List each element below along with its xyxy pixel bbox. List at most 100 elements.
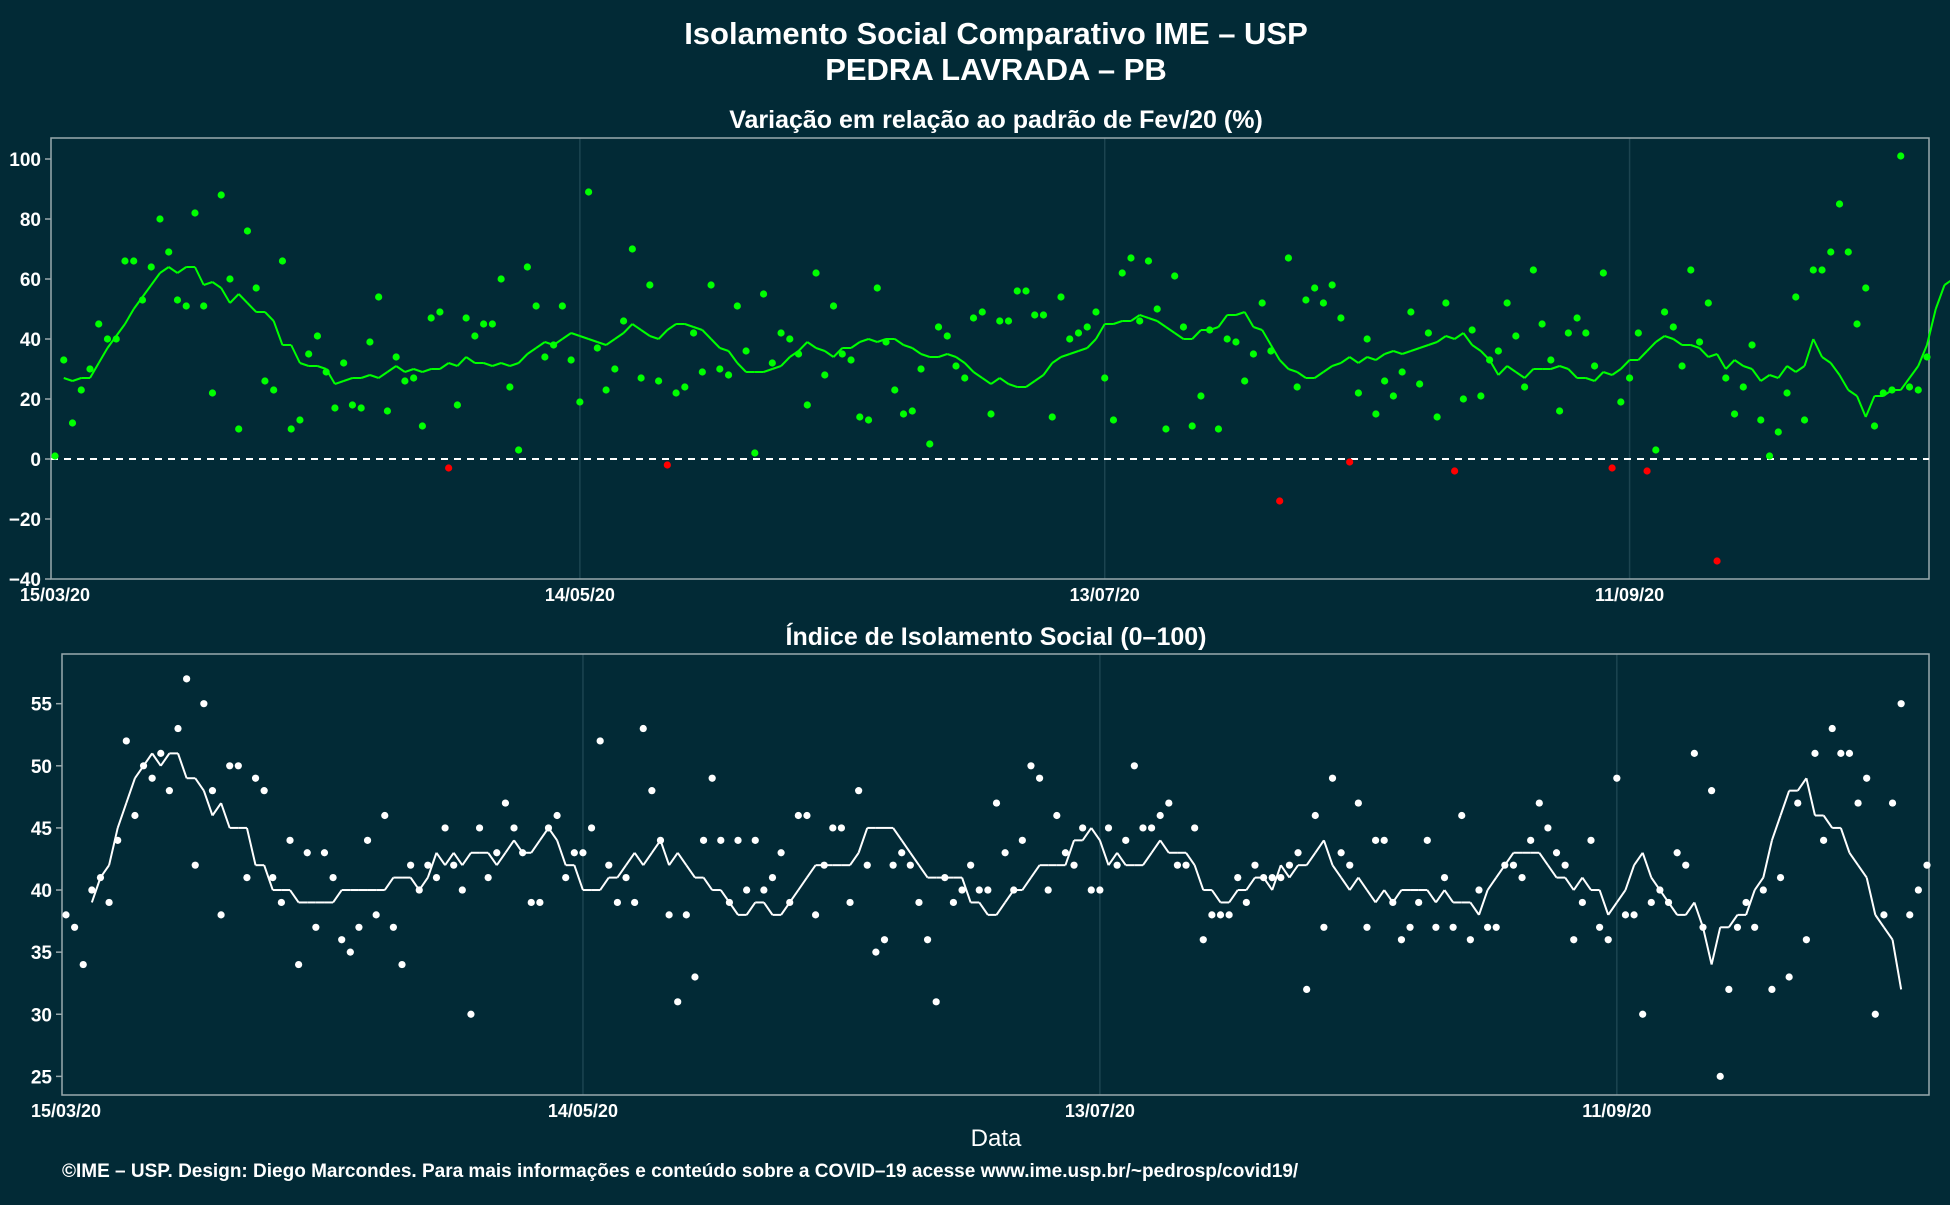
data-point [131,811,139,820]
moving-average-segment [1908,365,1920,379]
data-point [331,404,339,412]
moving-average-segment [1559,365,1569,370]
data-point [570,849,578,857]
index-panel: 15/03/20 14/05/20 13/07/20 11/09/20 55 50 45 40… [31,653,1931,1121]
data-point [1039,311,1048,319]
data-point [1802,936,1810,944]
moving-average-segment [570,332,581,337]
moving-average-segment [1314,839,1325,854]
data-point [287,425,295,433]
data-point [1561,861,1569,869]
data-point [1127,254,1135,262]
data-point [1398,368,1406,376]
moving-average-segment [771,365,782,370]
data-point [1643,467,1651,475]
moving-average-segment [404,368,414,373]
moving-average-segment [500,362,511,367]
data-point [1337,314,1345,322]
moving-average-segment [237,293,249,304]
moving-average-segment [492,362,502,367]
moving-average-segment [659,840,671,866]
moving-average-segment [378,371,388,379]
moving-average-segment [211,281,222,289]
moving-average-segment [573,864,584,891]
moving-average-segment [220,287,231,304]
moving-average-segment [1702,927,1713,965]
moving-average-segment [317,365,327,370]
data-point [803,401,811,409]
moving-average-segment [1069,350,1079,355]
data-point [734,836,742,844]
data-point [389,923,397,931]
data-point [1501,861,1509,869]
data-point [1284,254,1293,262]
data-point [1582,329,1590,337]
data-point [1527,836,1535,844]
data-point [1854,799,1862,807]
data-point [1634,329,1642,337]
data-point [838,350,846,358]
data-point [1923,353,1931,361]
data-point [515,446,523,454]
data-point [1130,762,1138,770]
data-point [401,377,409,385]
data-point [613,898,622,907]
data-point [941,874,949,882]
moving-average-segment [1698,347,1710,358]
data-point [1544,824,1552,832]
data-point [432,874,441,882]
data-point [759,290,768,298]
moving-average-segment [1366,356,1377,361]
moving-average-segment [1349,356,1359,364]
data-point [251,774,260,782]
data-point [1371,836,1380,844]
moving-average-segment [1633,852,1644,866]
data-point [1416,380,1424,388]
moving-average-segment [1025,380,1036,388]
data-point [1690,749,1698,757]
data-point [1031,311,1039,319]
moving-average-segment [1585,377,1595,382]
data-point [544,824,553,832]
moving-average-segment [1357,356,1368,364]
data-point [1083,323,1091,331]
data-point [1521,383,1529,391]
moving-average-segment [1917,344,1928,367]
data-point [978,308,986,316]
data-point [523,263,531,271]
data-point [1483,923,1492,931]
data-point [424,861,432,869]
moving-average-segment [1624,864,1636,891]
moving-average-segment [1150,839,1162,854]
moving-average-segment [1471,344,1482,352]
moving-average-segment [1547,864,1558,879]
data-point [1811,749,1819,757]
moving-average-segment [246,302,257,313]
data-point [1136,317,1144,325]
data-point [1294,849,1302,857]
data-point [407,861,415,869]
moving-average-segment [89,362,100,379]
panel-2-title: Índice de Isolamento Social (0–100) [786,622,1207,651]
moving-average-segment [1637,350,1648,361]
data-point [1630,911,1638,919]
moving-average-segment [588,338,598,343]
moving-average-segment [1331,362,1342,367]
data-point [1494,347,1502,355]
data-point [587,824,596,832]
moving-average-segment [1191,329,1202,340]
data-point [1057,293,1065,301]
data-point [305,350,313,358]
data-point [1234,874,1242,882]
data-point [191,861,199,869]
data-point [1276,497,1284,505]
y-tick-label: 35 [31,943,53,964]
moving-average-segment [1821,356,1832,364]
moving-average-segment [1795,365,1806,373]
data-point [1687,266,1695,274]
moving-average-segment [1593,371,1605,382]
moving-average-segment [857,827,869,854]
data-point [1363,923,1371,931]
data-point [1242,898,1250,907]
data-point [639,724,647,733]
